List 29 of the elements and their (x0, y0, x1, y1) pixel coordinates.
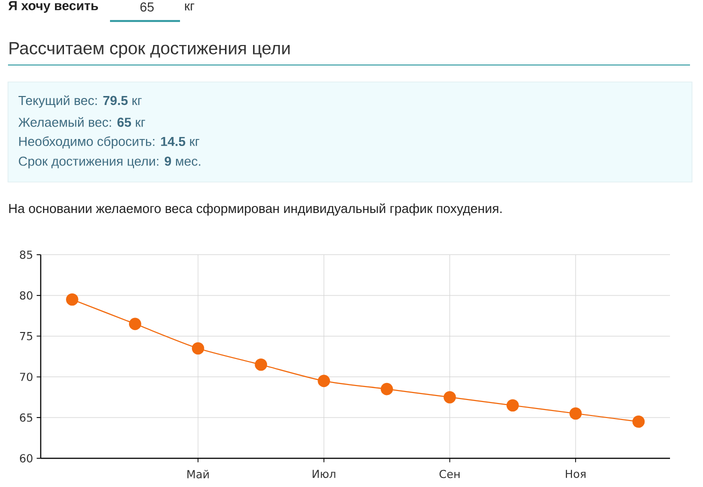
x-tick-label: Сен (440, 470, 460, 478)
y-tick-label: 75 (20, 332, 32, 340)
y-tick-label: 65 (20, 413, 32, 422)
point (318, 374, 330, 388)
point (254, 358, 268, 371)
point (444, 391, 456, 404)
text: Текущий вес: 79.5 кг (18, 95, 142, 108)
point (569, 407, 582, 420)
x-tick-label: Ноя (566, 470, 586, 478)
point (128, 318, 142, 330)
point (192, 342, 204, 355)
chart-title: Рассчитаем срок достижения цели (10, 42, 290, 58)
point (632, 416, 645, 428)
text: Желаемый вес: 65 кг (18, 117, 146, 127)
point (66, 293, 78, 306)
x-tick-label: Май (187, 470, 209, 478)
text: Необходимо сбросить: 14.5 кг (19, 136, 200, 149)
y-tick-label: 70 (20, 372, 32, 382)
y-tick-label: 85 (20, 250, 32, 259)
text: кг (185, 4, 194, 10)
text: 65 (140, 2, 154, 12)
x-tick-label: Июл (312, 470, 336, 478)
text: Срок достижения цели: 9 мес. (18, 156, 200, 168)
point (380, 382, 393, 396)
y-tick-label: 60 (20, 454, 32, 462)
text: Я хочу весить (8, 1, 98, 13)
text: На основании желаемого веса сформирован индивидуальный график похудения. (9, 203, 502, 216)
y-tick-label: 80 (20, 291, 32, 300)
point (506, 399, 519, 412)
